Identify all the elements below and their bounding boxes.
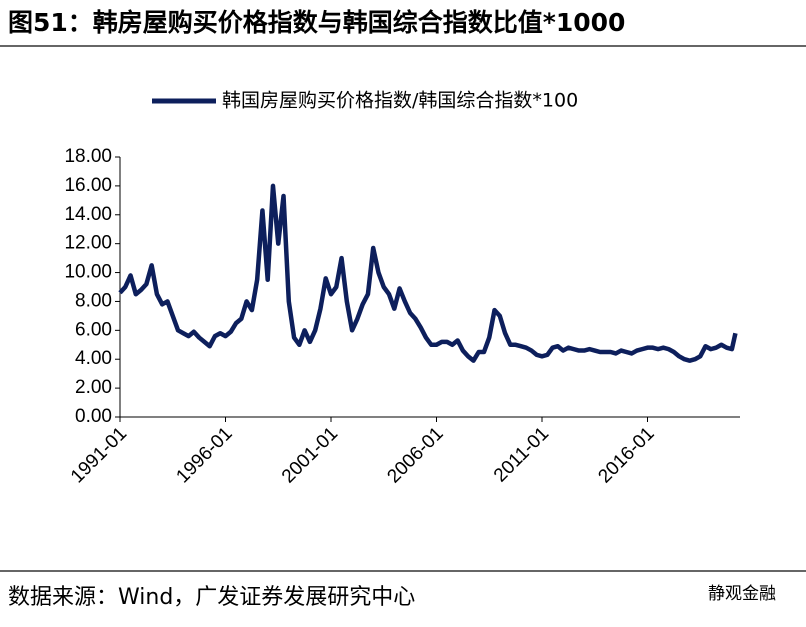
y-tick-label: 8.00: [75, 290, 112, 311]
y-tick-label: 10.00: [64, 262, 112, 283]
y-tick-label: 0.00: [75, 406, 112, 427]
y-tick-label: 2.00: [75, 377, 112, 398]
chart-title: 图51：韩房屋购买价格指数与韩国综合指数比值*1000: [8, 8, 625, 37]
y-tick-label: 14.00: [64, 204, 112, 225]
y-tick-label: 6.00: [75, 319, 112, 340]
x-tick-label: 1991-01: [67, 423, 131, 487]
watermark: 静观金融: [708, 584, 776, 604]
x-tick-label: 2016-01: [594, 423, 658, 487]
y-tick-label: 18.00: [64, 146, 112, 167]
x-tick-label: 2011-01: [490, 423, 553, 486]
x-tick-label: 2006-01: [383, 423, 447, 487]
source-note: 数据来源：Wind，广发证券发展研究中心: [8, 585, 415, 610]
y-tick-label: 4.00: [75, 348, 112, 369]
x-tick-label: 1996-01: [172, 423, 236, 487]
y-tick-label: 12.00: [64, 233, 112, 254]
data-line: [118, 183, 738, 363]
y-tick-label: 16.00: [64, 175, 112, 196]
x-tick-label: 2001-01: [278, 423, 342, 487]
legend-label: 韩国房屋购买价格指数/韩国综合指数*100: [222, 90, 578, 112]
